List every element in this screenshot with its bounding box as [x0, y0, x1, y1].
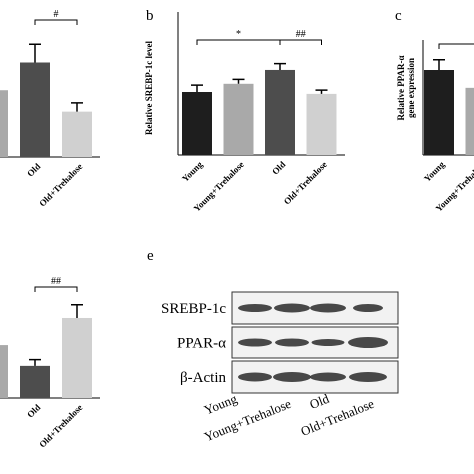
- error-bar: [274, 62, 286, 70]
- bar: [0, 90, 8, 157]
- blot-band: [238, 304, 272, 312]
- error-bar: [232, 78, 245, 84]
- significance-mark: ##: [296, 29, 306, 40]
- blot-band: [349, 372, 387, 382]
- bar: [20, 365, 50, 398]
- error-bar: [29, 358, 41, 366]
- error-bar: [71, 304, 83, 318]
- error-bar: [71, 102, 83, 112]
- bar: [62, 317, 92, 398]
- blot-lane-label: Old: [307, 391, 331, 412]
- bar: [223, 83, 254, 155]
- significance-mark: ##: [51, 276, 61, 287]
- panel-label: c: [395, 8, 402, 24]
- error-bar: [191, 84, 203, 92]
- bar: [62, 111, 92, 157]
- bar: [265, 69, 295, 155]
- panel-label: b: [146, 8, 154, 24]
- blot-band: [348, 337, 388, 348]
- error-bar: [315, 89, 328, 94]
- bar: [20, 62, 50, 157]
- blot-row-label: β-Actin: [180, 370, 226, 386]
- bar: [182, 92, 212, 155]
- blot-band: [274, 303, 310, 313]
- blot-row-label: SREBP-1c: [161, 301, 226, 317]
- significance-bracket: [34, 19, 78, 25]
- y-axis-label: gene expression: [406, 58, 416, 118]
- blot-row-label: PPAR-α: [177, 336, 226, 352]
- bar: [0, 345, 8, 398]
- significance-bracket: [279, 39, 322, 45]
- significance-bracket: [438, 43, 474, 49]
- blot-band: [275, 338, 309, 347]
- bar: [465, 87, 474, 155]
- blot-band: [311, 339, 345, 346]
- blot-band: [238, 372, 272, 382]
- significance-mark: *: [236, 29, 241, 40]
- blot-band: [353, 304, 383, 312]
- significance-bracket: [34, 286, 78, 292]
- error-bar: [433, 59, 445, 70]
- y-axis-label: Relative PPAR-α: [396, 55, 406, 120]
- blot-band: [273, 372, 311, 382]
- panel-label: e: [147, 248, 154, 264]
- bar: [424, 70, 454, 155]
- blot-band: [238, 338, 272, 347]
- significance-mark: #: [54, 9, 59, 20]
- blot-band: [310, 372, 346, 382]
- bar: [306, 93, 337, 155]
- y-axis-label: Relative SREBP-1c level: [144, 41, 154, 135]
- error-bar: [29, 43, 41, 63]
- blot-band: [310, 303, 346, 313]
